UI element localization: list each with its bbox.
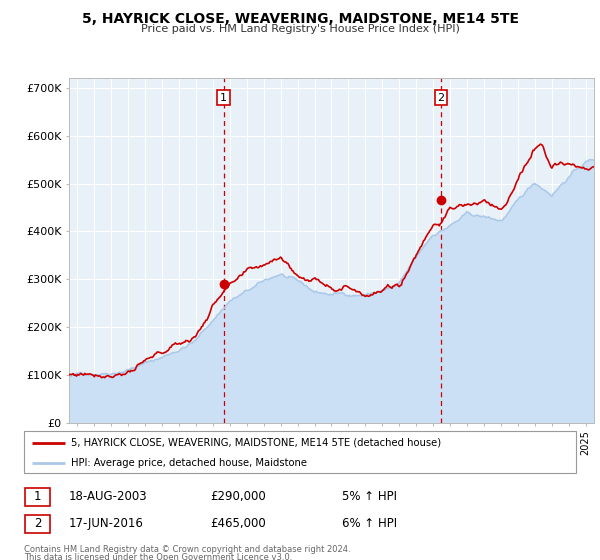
Text: 6% ↑ HPI: 6% ↑ HPI [342, 517, 397, 530]
FancyBboxPatch shape [25, 515, 50, 533]
Text: HPI: Average price, detached house, Maidstone: HPI: Average price, detached house, Maid… [71, 458, 307, 468]
FancyBboxPatch shape [25, 488, 50, 506]
FancyBboxPatch shape [24, 431, 576, 473]
Text: 5, HAYRICK CLOSE, WEAVERING, MAIDSTONE, ME14 5TE (detached house): 5, HAYRICK CLOSE, WEAVERING, MAIDSTONE, … [71, 438, 441, 448]
Text: 5% ↑ HPI: 5% ↑ HPI [342, 490, 397, 503]
Text: This data is licensed under the Open Government Licence v3.0.: This data is licensed under the Open Gov… [24, 553, 292, 560]
Text: £290,000: £290,000 [210, 490, 266, 503]
Text: 2: 2 [34, 517, 41, 530]
Text: 1: 1 [34, 490, 41, 503]
Text: £465,000: £465,000 [210, 517, 266, 530]
Text: 2: 2 [437, 92, 445, 102]
Text: 18-AUG-2003: 18-AUG-2003 [69, 490, 148, 503]
Text: Contains HM Land Registry data © Crown copyright and database right 2024.: Contains HM Land Registry data © Crown c… [24, 545, 350, 554]
Text: 17-JUN-2016: 17-JUN-2016 [69, 517, 144, 530]
Text: 1: 1 [220, 92, 227, 102]
Text: 5, HAYRICK CLOSE, WEAVERING, MAIDSTONE, ME14 5TE: 5, HAYRICK CLOSE, WEAVERING, MAIDSTONE, … [82, 12, 518, 26]
Text: Price paid vs. HM Land Registry's House Price Index (HPI): Price paid vs. HM Land Registry's House … [140, 24, 460, 34]
